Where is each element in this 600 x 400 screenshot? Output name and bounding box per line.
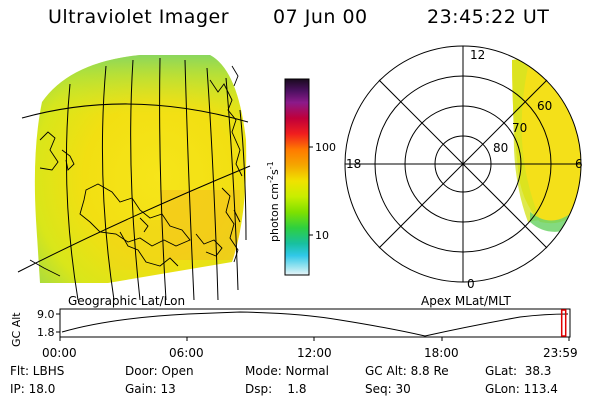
- gc-alt-timeline: 9.0 1.8 GC Alt 00:00 06:00 12:00 18:00 2…: [10, 308, 578, 360]
- parallel-lines: [17, 103, 251, 273]
- header-time: 23:45:22 UT: [427, 6, 550, 28]
- current-time-marker: [560, 309, 567, 337]
- mlt-label-12: 12: [470, 48, 485, 62]
- time-tick-1800: 18:00: [424, 346, 459, 360]
- door-info: Door: Open: [125, 364, 194, 378]
- geographic-map: Geographic Lat/Lon: [17, 55, 251, 308]
- time-tick-0600: 06:00: [169, 346, 204, 360]
- geographic-caption: Geographic Lat/Lon: [68, 294, 185, 308]
- header-date: 07 Jun 00: [273, 6, 368, 28]
- colorbar-gradient: [284, 78, 310, 276]
- timeline-ymin: 1.8: [37, 326, 55, 339]
- timeline-ticks: [59, 337, 570, 341]
- colorbar: 100 10 photon cm-2s-1: [266, 78, 336, 276]
- apex-polar-plot: 12 18 6 0 60 70 80 Apex MLat/MLT: [344, 45, 583, 308]
- altitude-curve: [61, 311, 569, 337]
- polar-grid: [344, 45, 582, 283]
- dsp-info: Dsp: 1.8: [245, 382, 307, 396]
- gc-alt-info: GC Alt: 8.8 Re: [365, 364, 449, 378]
- uv-intensity-image-left: [34, 55, 247, 283]
- mlat-label-70: 70: [512, 121, 527, 135]
- glat-info: GLat: 38.3: [485, 364, 552, 378]
- colorbar-tick-10: 10: [315, 229, 329, 242]
- mlt-label-0: 0: [467, 277, 475, 291]
- mlt-label-6: 6: [575, 157, 583, 171]
- coastlines: [29, 65, 243, 277]
- seq-info: Seq: 30: [365, 382, 411, 396]
- app-title: Ultraviolet Imager: [48, 6, 230, 28]
- meridian-lines: [65, 57, 247, 301]
- time-tick-2359: 23:59: [543, 346, 578, 360]
- gain-info: Gain: 13: [125, 382, 176, 396]
- timeline-ymax: 9.0: [37, 308, 55, 321]
- ip-info: IP: 18.0: [10, 382, 56, 396]
- timeline-axis-label: GC Alt: [10, 312, 23, 347]
- time-tick-0000: 00:00: [42, 346, 77, 360]
- mode-info: Mode: Normal: [245, 364, 329, 378]
- colorbar-unit-label: photon cm-2s-1: [266, 161, 281, 242]
- filter-info: Flt: LBHS: [10, 364, 65, 378]
- time-tick-1200: 12:00: [297, 346, 332, 360]
- uv-intensity-image-right: [512, 58, 581, 232]
- mlat-label-60: 60: [537, 99, 552, 113]
- mlt-label-18: 18: [346, 157, 361, 171]
- colorbar-tick-100: 100: [315, 141, 336, 154]
- apex-caption: Apex MLat/MLT: [421, 294, 511, 308]
- mlat-label-80: 80: [493, 141, 508, 155]
- glon-info: GLon: 113.4: [485, 382, 558, 396]
